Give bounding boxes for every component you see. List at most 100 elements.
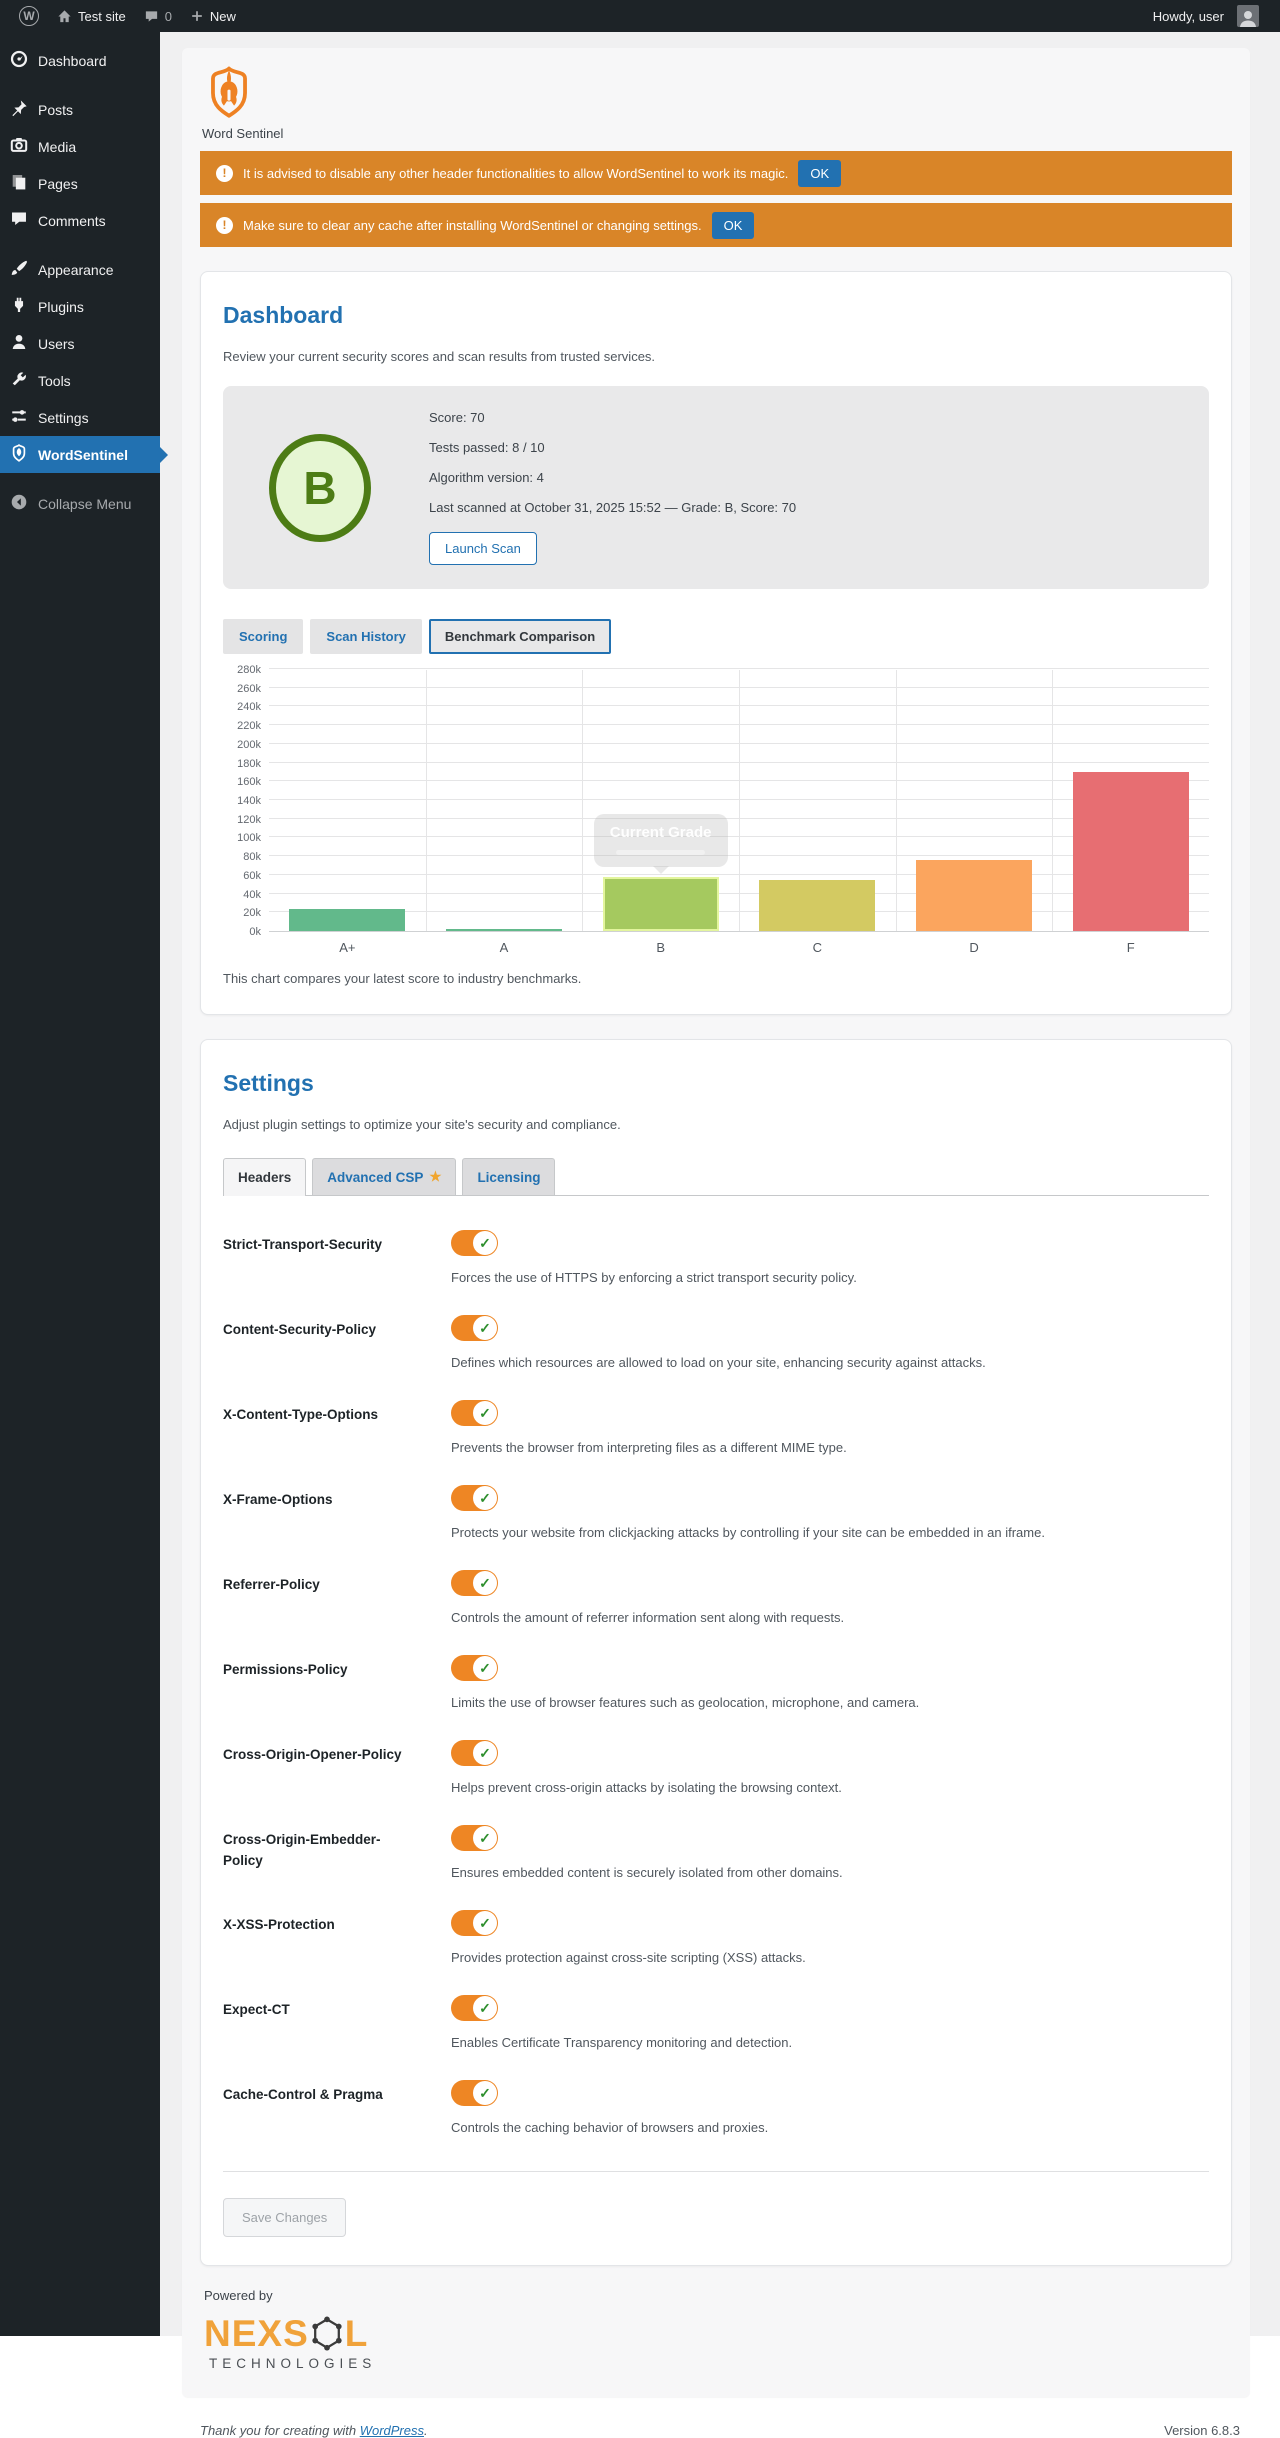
sidebar-item-appearance[interactable]: Appearance	[0, 251, 160, 288]
gridline	[269, 668, 1209, 669]
site-name-menu[interactable]: Test site	[48, 0, 135, 32]
sidebar-item-collapse-menu[interactable]: Collapse Menu	[0, 485, 160, 522]
new-content-menu[interactable]: New	[181, 0, 245, 32]
plugin-icon	[10, 296, 28, 317]
nexsol-wordmark: NEXS L	[204, 2313, 1228, 2355]
sidebar-item-label: Comments	[38, 212, 106, 229]
tab-benchmark-comparison[interactable]: Benchmark Comparison	[428, 619, 612, 654]
setting-body: ✓ Protects your website from clickjacking…	[451, 1485, 1209, 1540]
bar-F[interactable]	[1072, 771, 1189, 931]
setting-description: Ensures embedded content is securely iso…	[451, 1865, 843, 1880]
comments-menu[interactable]: 0	[135, 0, 181, 32]
toggle-x-xss-protection[interactable]: ✓	[451, 1910, 498, 1936]
y-tick-label: 220k	[237, 720, 261, 733]
user-silhouette-icon	[1240, 11, 1256, 27]
launch-scan-button[interactable]: Launch Scan	[429, 532, 537, 565]
sidebar-item-tools[interactable]: Tools	[0, 362, 160, 399]
settings-title: Settings	[223, 1070, 314, 1096]
score-info: Score: 70 Tests passed: 8 / 10 Algorithm…	[429, 410, 796, 565]
alert-icon: !	[216, 216, 233, 234]
tab-scoring[interactable]: Scoring	[223, 619, 304, 654]
x-tick-label: A	[499, 940, 509, 955]
setting-label: Cross-Origin-Opener-Policy	[223, 1747, 402, 1762]
notice-ok-button[interactable]: OK	[798, 159, 842, 187]
star-icon: ★	[429, 1169, 442, 1184]
toggle-x-frame-options[interactable]: ✓	[451, 1485, 498, 1511]
wordpress-logo-menu[interactable]: W	[10, 0, 48, 32]
setting-description: Controls the amount of referrer informat…	[451, 1610, 845, 1625]
sidebar-item-settings[interactable]: Settings	[0, 399, 160, 436]
save-changes-button[interactable]: Save Changes	[223, 2198, 347, 2237]
toggle-referrer-policy[interactable]: ✓	[451, 1570, 498, 1596]
sidebar-item-comments[interactable]: Comments	[0, 202, 160, 239]
sidebar-item-wordsentinel[interactable]: WordSentinel	[0, 436, 168, 473]
setting-body: ✓ Limits the use of browser features such…	[451, 1655, 1209, 1710]
sidebar-item-label: Media	[38, 138, 77, 155]
setting-description: Limits the use of browser features such …	[451, 1695, 920, 1710]
powered-by-label: Powered by	[204, 2288, 273, 2303]
setting-description: Protects your website from clickjacking …	[451, 1525, 1045, 1540]
notice-2: ! Make sure to clear any cache after inst…	[200, 203, 1232, 247]
wordsentinel-page: Word Sentinel ! It is advised to disable …	[182, 48, 1250, 2397]
setting-label: X-Content-Type-Options	[223, 1407, 378, 1422]
settings-description: Adjust plugin settings to optimize your …	[223, 1117, 621, 1132]
setting-description: Prevents the browser from interpreting f…	[451, 1440, 847, 1455]
toggle-strict-transport-security[interactable]: ✓	[451, 1230, 498, 1256]
chart-tooltip-title: Current Grade	[609, 823, 712, 841]
toggle-cache-control-pragma[interactable]: ✓	[451, 2080, 498, 2106]
bar-D[interactable]	[916, 859, 1032, 931]
toggle-expect-ct[interactable]: ✓	[451, 1995, 498, 2021]
chart-tooltip-subtitle	[616, 849, 706, 855]
toggle-permissions-policy[interactable]: ✓	[451, 1655, 498, 1681]
pages-icon	[10, 173, 28, 194]
toggle-cross-origin-embedder-policy[interactable]: ✓	[451, 1825, 498, 1851]
sentinel-helmet-icon	[211, 66, 247, 118]
sidebar-item-plugins[interactable]: Plugins	[0, 288, 160, 325]
setting-body: ✓ Ensures embedded content is securely is…	[451, 1825, 1209, 1880]
tab-headers[interactable]: Headers	[223, 1158, 307, 1196]
setting-label: Cross-Origin-Embedder-Policy	[223, 1832, 381, 1868]
gridline-vertical	[582, 670, 584, 931]
howdy-label: Howdy, user	[1152, 8, 1224, 24]
setting-label: X-XSS-Protection	[223, 1917, 335, 1932]
setting-body: ✓ Controls the caching behavior of browse…	[451, 2080, 1209, 2135]
bar-C[interactable]	[759, 879, 876, 931]
comment-bubble-icon	[145, 10, 157, 22]
sidebar-item-media[interactable]: Media	[0, 128, 160, 165]
tab-scan-history[interactable]: Scan History	[310, 619, 422, 654]
sidebar-item-dashboard[interactable]: Dashboard	[0, 42, 160, 79]
alert-icon: !	[216, 164, 233, 182]
sidebar-item-posts[interactable]: Posts	[0, 91, 160, 128]
account-menu[interactable]: Howdy, user	[1144, 0, 1268, 32]
admin-sidebar: Dashboard Posts Media Pages Comments Appearan…	[0, 32, 168, 2336]
sidebar-item-pages[interactable]: Pages	[0, 165, 160, 202]
toggle-cross-origin-opener-policy[interactable]: ✓	[451, 1740, 498, 1766]
setting-body: ✓ Helps prevent cross-origin attacks by i…	[451, 1740, 1209, 1795]
setting-row-cache-control-pragma: Cache-Control & Pragma ✓ Controls the cach…	[223, 2080, 1209, 2135]
benchmark-chart: 0k 20k 40k 60k 80k 100k 120k 140k 160k 180k 200k 22…	[223, 664, 1209, 955]
avatar	[1237, 5, 1259, 27]
setting-description: Enables Certificate Transparency monitor…	[451, 2035, 793, 2050]
setting-description: Defines which resources are allowed to l…	[451, 1355, 986, 1370]
sidebar-item-label: Appearance	[38, 261, 114, 278]
setting-body: ✓ Controls the amount of referrer informa…	[451, 1570, 1209, 1625]
bar-B[interactable]	[602, 876, 719, 931]
chart-x-axis: A+ A B C D F	[269, 932, 1209, 955]
tab-advanced-csp[interactable]: Advanced CSP ★	[312, 1158, 457, 1195]
bar-A+[interactable]	[289, 909, 406, 931]
sidebar-item-label: WordSentinel	[38, 446, 128, 463]
check-icon: ✓	[473, 1486, 497, 1510]
check-icon: ✓	[473, 1401, 497, 1425]
tab-licensing[interactable]: Licensing	[462, 1158, 556, 1195]
settings-rows: Strict-Transport-Security ✓ Forces the use…	[223, 1230, 1209, 2135]
save-divider	[223, 2171, 1209, 2172]
wordpress-link[interactable]: WordPress	[359, 2423, 424, 2438]
sidebar-item-users[interactable]: Users	[0, 325, 160, 362]
plugin-logo: Word Sentinel	[200, 64, 1232, 151]
toggle-x-content-type-options[interactable]: ✓	[451, 1400, 498, 1426]
y-tick-label: 80k	[243, 851, 261, 864]
gridline-vertical	[739, 670, 740, 931]
bar-A[interactable]	[446, 929, 562, 931]
notice-ok-button[interactable]: OK	[711, 211, 755, 239]
toggle-content-security-policy[interactable]: ✓	[451, 1315, 498, 1341]
